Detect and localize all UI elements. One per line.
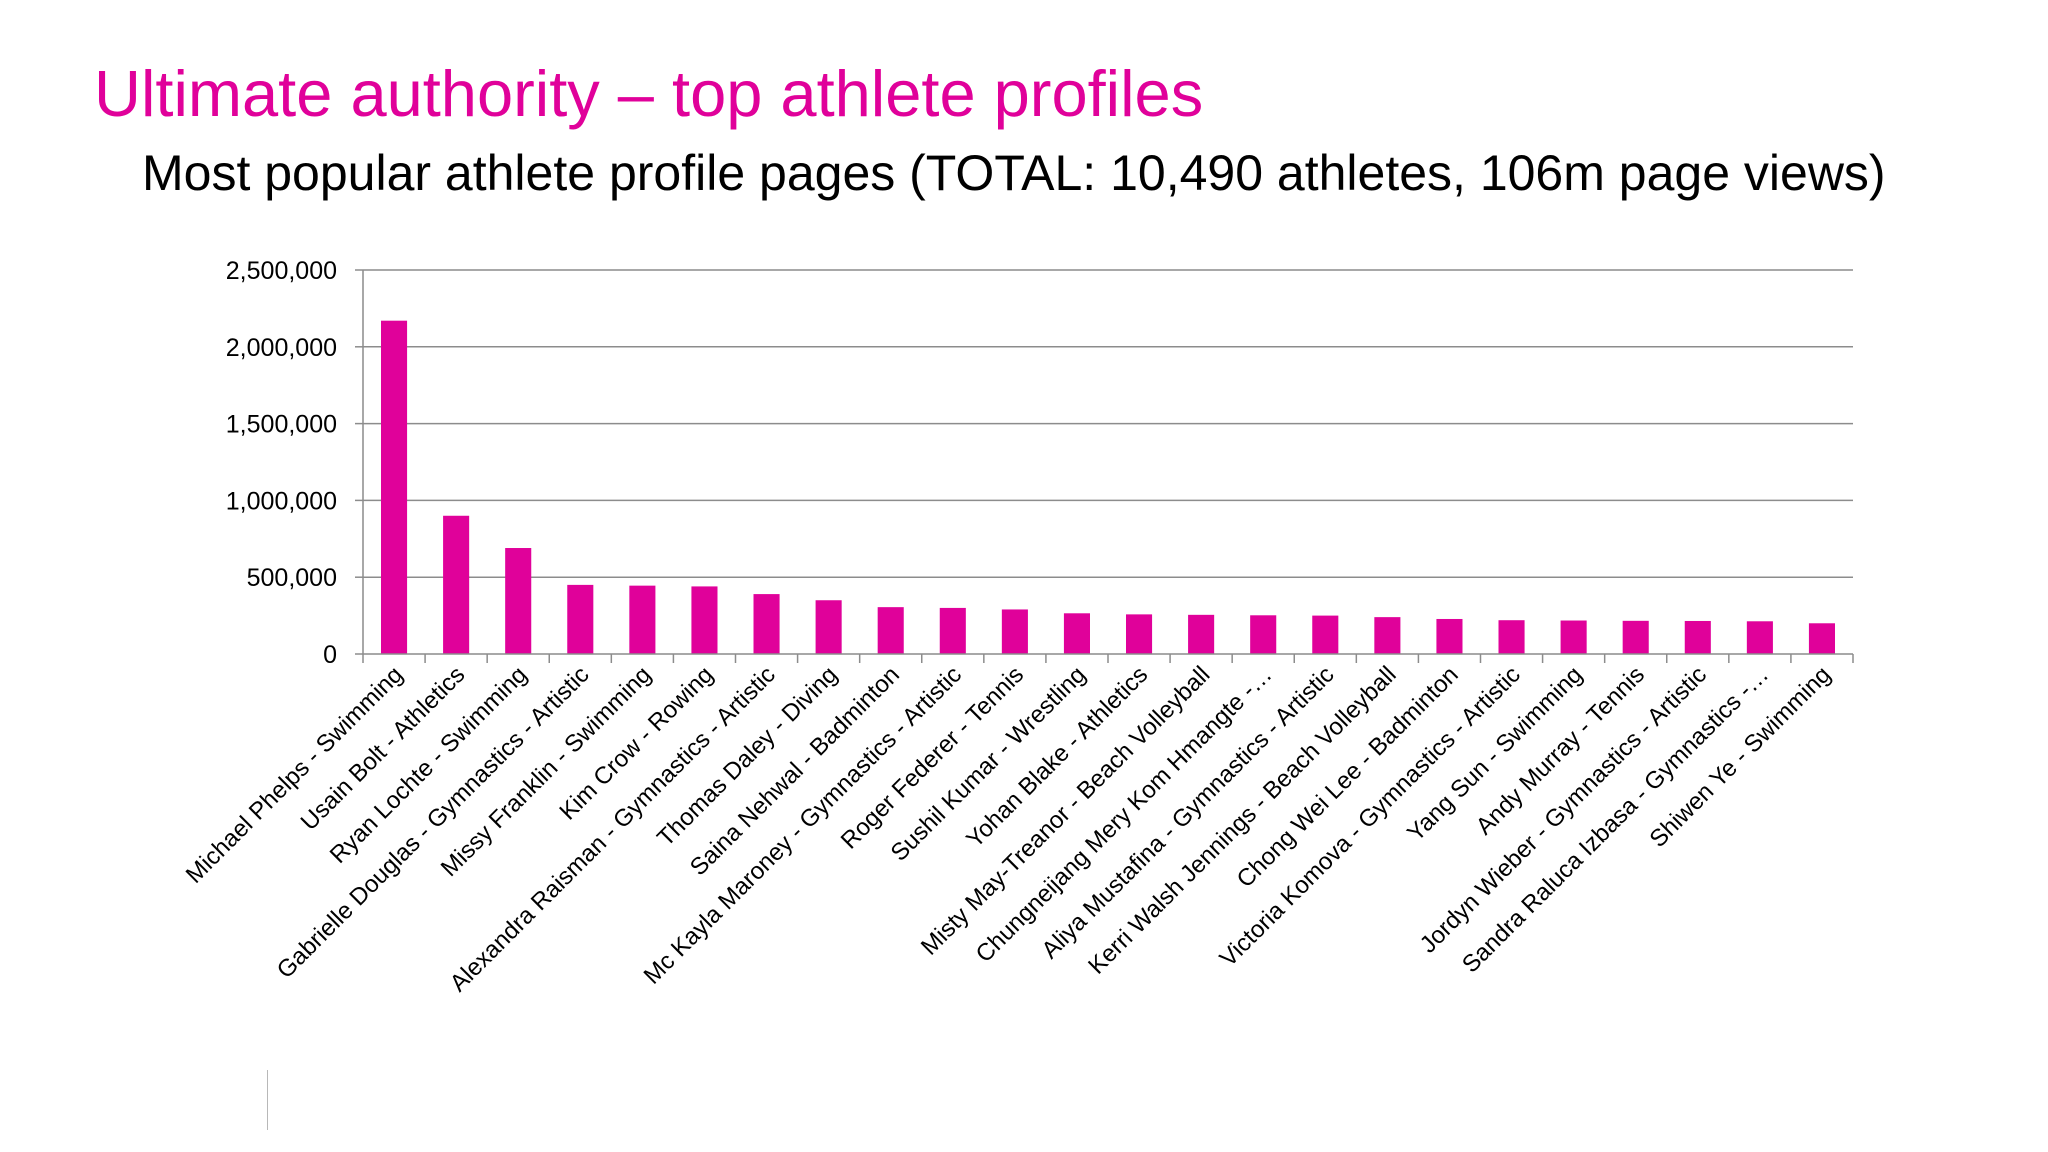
bar bbox=[753, 594, 780, 654]
bar bbox=[629, 585, 656, 654]
slide-title: Ultimate authority – top athlete profile… bbox=[94, 57, 1204, 130]
bar bbox=[815, 600, 842, 654]
bar bbox=[939, 607, 966, 654]
y-tick-labels: 0 500,000 1,000,000 1,500,000 2,000,000 2,500… bbox=[226, 257, 337, 669]
bar bbox=[1498, 620, 1525, 654]
bar bbox=[1684, 620, 1711, 654]
bar bbox=[443, 515, 470, 654]
bar bbox=[1436, 618, 1463, 654]
axes bbox=[355, 269, 1854, 663]
y-tick-label: 1,000,000 bbox=[226, 487, 337, 515]
bar bbox=[1250, 615, 1277, 654]
bar bbox=[381, 320, 408, 654]
y-tick-label: 2,000,000 bbox=[226, 334, 337, 362]
bar bbox=[1746, 621, 1773, 654]
bar bbox=[1622, 620, 1649, 654]
bar bbox=[1312, 615, 1339, 654]
bar bbox=[1126, 614, 1153, 654]
y-tick-label: 0 bbox=[323, 641, 337, 669]
bar bbox=[1374, 617, 1401, 654]
bar bbox=[877, 607, 904, 654]
bars bbox=[381, 320, 1835, 654]
y-tick-label: 1,500,000 bbox=[226, 411, 337, 439]
bar bbox=[691, 586, 718, 654]
slide-subtitle: Most popular athlete profile pages (TOTA… bbox=[142, 145, 1886, 201]
bar bbox=[1001, 609, 1028, 654]
bar bbox=[1560, 620, 1587, 654]
bar bbox=[1063, 613, 1090, 654]
bar bbox=[567, 584, 594, 654]
bar bbox=[1188, 614, 1215, 654]
y-tick-label: 500,000 bbox=[247, 564, 337, 592]
bar bbox=[505, 548, 532, 654]
divider bbox=[267, 1070, 268, 1130]
bar bbox=[1808, 623, 1835, 654]
y-tick-label: 2,500,000 bbox=[226, 257, 337, 285]
gridlines bbox=[363, 269, 1853, 578]
